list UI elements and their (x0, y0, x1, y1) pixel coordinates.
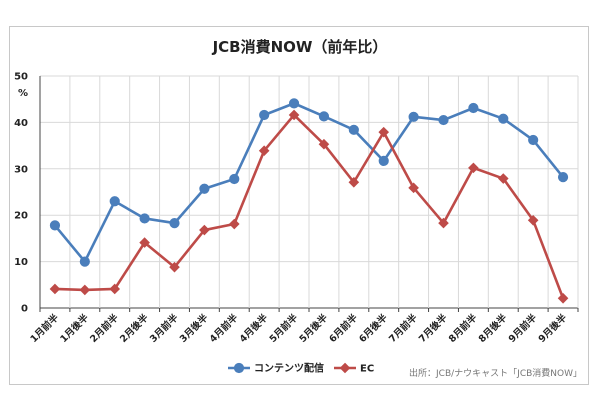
legend-entry-ec: EC (334, 362, 374, 375)
data-point-ec (228, 218, 240, 230)
data-point-content-delivery (438, 114, 449, 126)
y-tick-label: 10 (14, 257, 28, 268)
source-note: 出所：JCB/ナウキャスト「JCB消費NOW」 (409, 369, 582, 379)
data-point-ec (378, 126, 390, 138)
legend-label: EC (360, 364, 374, 375)
legend-marker (233, 362, 245, 374)
x-tick-label: 3月後半 (177, 311, 211, 345)
data-point-content-delivery (139, 213, 150, 224)
data-point-content-delivery (378, 155, 389, 167)
y-unit-label: % (18, 88, 29, 99)
y-tick-label: 40 (14, 118, 28, 129)
x-tick-label: 9月後半 (536, 311, 570, 345)
data-point-ec (497, 173, 509, 184)
data-point-ec (109, 283, 121, 295)
x-tick-label: 1月後半 (58, 311, 92, 345)
data-point-ec (348, 176, 360, 188)
x-tick-label: 7月後半 (416, 311, 450, 345)
data-point-content-delivery (169, 217, 180, 229)
data-point-ec (468, 162, 479, 174)
data-point-content-delivery (49, 220, 61, 231)
data-point-ec (139, 237, 150, 248)
legend-marker (339, 362, 351, 374)
chart-frame (9, 26, 589, 385)
x-tick-label: 2月前半 (88, 311, 122, 345)
chart-title: JCB消費NOW（前年比） (212, 38, 388, 56)
x-tick-label: 6月前半 (327, 311, 361, 345)
data-point-content-delivery (498, 113, 509, 124)
data-point-content-delivery (79, 256, 90, 267)
data-point-ec (527, 214, 539, 226)
legend-layer: コンテンツ配信 EC (228, 362, 374, 375)
data-point-content-delivery (468, 102, 479, 114)
data-point-ec (199, 224, 210, 236)
x-tick-label: 2月後半 (117, 311, 151, 345)
data-point-ec (557, 292, 569, 304)
series-ec (49, 109, 569, 304)
data-point-content-delivery (259, 109, 270, 121)
data-point-content-delivery (557, 172, 569, 183)
x-tick-label: 4月前半 (207, 311, 241, 345)
series-line-content-delivery (53, 102, 565, 263)
data-point-ec (258, 145, 270, 157)
x-tick-label: 5月後半 (297, 311, 331, 345)
x-tick-label: 5月前半 (267, 311, 301, 345)
data-point-content-delivery (199, 183, 210, 194)
x-tick-label: 4月後半 (237, 311, 271, 345)
series-content-delivery (49, 98, 569, 267)
data-point-ec (79, 284, 91, 296)
data-point-ec (49, 283, 61, 295)
y-tick-label: 30 (14, 164, 28, 175)
x-tick-label: 6月後半 (357, 311, 391, 345)
data-point-ec (438, 217, 449, 229)
x-tick-label: 3月前半 (147, 311, 181, 345)
data-point-content-delivery (288, 98, 300, 109)
x-tick-label: 8月後半 (476, 311, 510, 345)
y-tick-label: 0 (21, 304, 28, 315)
legend-label: コンテンツ配信 (254, 362, 324, 375)
data-point-content-delivery (229, 173, 240, 185)
data-point-content-delivery (408, 111, 419, 122)
series-line-ec (54, 113, 565, 299)
series-layer (49, 98, 569, 304)
data-point-ec (408, 182, 419, 194)
y-tick-label: 20 (14, 211, 28, 222)
data-point-content-delivery (348, 124, 359, 135)
data-point-content-delivery (109, 196, 120, 207)
data-point-ec (318, 138, 330, 150)
data-point-ec (169, 261, 180, 273)
y-tick-label: 50 (14, 72, 28, 83)
data-point-ec (288, 109, 300, 121)
x-tick-label: 7月前半 (386, 311, 420, 345)
legend-entry-content-delivery: コンテンツ配信 (228, 362, 324, 375)
data-point-content-delivery (318, 111, 330, 122)
x-tick-label: 8月前半 (446, 311, 480, 345)
data-point-content-delivery (528, 134, 539, 146)
x-tick-label: 1月前半 (28, 311, 62, 345)
x-tick-label: 9月前半 (506, 311, 540, 345)
